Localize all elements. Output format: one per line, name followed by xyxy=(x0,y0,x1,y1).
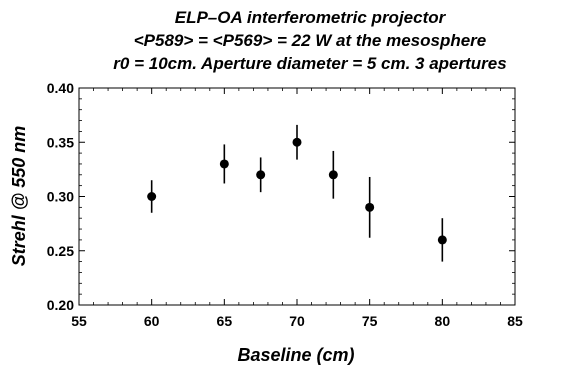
y-tick-label: 0.40 xyxy=(47,80,74,96)
x-tick-label: 85 xyxy=(507,313,523,329)
chart-title-line-3: r0 = 10cm. Aperture diameter = 5 cm. 3 a… xyxy=(113,54,506,73)
data-point xyxy=(147,192,157,201)
ticks-group: 55 60 65 70 75 80 85 0.20 0.25 0.30 0.35 0.40 xyxy=(47,80,523,329)
y-tick-label: 0.20 xyxy=(47,297,74,313)
data-point xyxy=(328,170,338,180)
x-tick-label: 70 xyxy=(289,313,305,329)
y-tick-label: 0.30 xyxy=(47,189,74,205)
data-point xyxy=(292,137,302,147)
y-axis-label: Strehl @ 550 nm xyxy=(9,126,29,267)
plot-frame xyxy=(78,87,516,306)
x-tick-label: 60 xyxy=(144,313,160,329)
x-tick-label: 75 xyxy=(362,313,378,329)
data-point xyxy=(437,235,447,245)
x-tick-label: 55 xyxy=(71,313,87,329)
data-point xyxy=(256,170,266,180)
chart-title-line-2: <P589> = <P569> = 22 W at the mesosphere xyxy=(134,31,486,50)
y-tick-label: 0.25 xyxy=(47,243,74,259)
x-axis-label: Baseline (cm) xyxy=(237,345,354,365)
data-point xyxy=(219,159,229,169)
y-tick-label: 0.35 xyxy=(47,134,74,150)
marks-group xyxy=(147,124,447,262)
x-tick-label: 65 xyxy=(217,313,233,329)
x-tick-label: 80 xyxy=(435,313,451,329)
data-point xyxy=(365,202,375,212)
chart-title-line-1: ELP–OA interferometric projector xyxy=(175,8,447,27)
